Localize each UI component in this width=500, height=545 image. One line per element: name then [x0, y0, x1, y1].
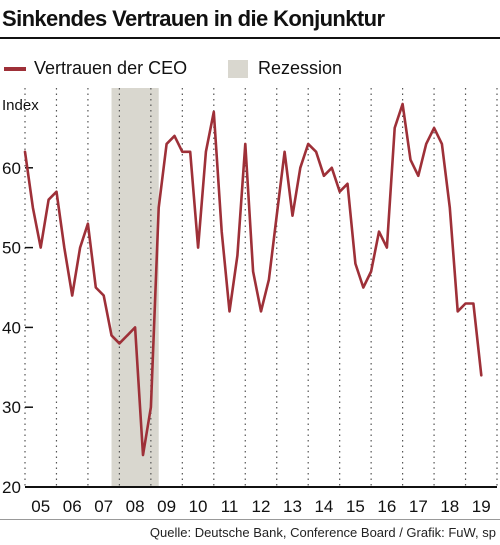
x-tick-label: 17	[409, 497, 428, 516]
series-line-ceo	[23, 102, 483, 457]
y-axis-label: Index	[2, 97, 39, 114]
x-tick-label: 16	[377, 497, 396, 516]
series-layer	[23, 102, 483, 457]
x-tick-label: 07	[94, 497, 113, 516]
y-tick-label: 60	[2, 159, 21, 178]
legend-item-recession: Rezession	[228, 58, 342, 79]
footer-rule	[0, 519, 500, 520]
x-tick-label: 09	[157, 497, 176, 516]
x-tick-label: 19	[472, 497, 491, 516]
legend-label-recession: Rezession	[258, 58, 343, 78]
y-tick-label: 20	[2, 478, 21, 497]
x-tick-label: 05	[31, 497, 50, 516]
x-tick-label: 14	[314, 497, 333, 516]
x-tick-label: 11	[221, 497, 239, 516]
x-tick-label: 06	[63, 497, 82, 516]
legend-label-ceo: Vertrauen der CEO	[34, 58, 188, 78]
legend: Vertrauen der CEO Rezession	[0, 58, 500, 82]
x-tick-label: 10	[189, 497, 208, 516]
x-tick-label: 08	[126, 497, 145, 516]
legend-line-swatch	[4, 66, 26, 71]
chart-title: Sinkendes Vertrauen in die Konjunktur	[2, 6, 385, 31]
recession-band	[111, 88, 159, 487]
x-tick-label: 12	[252, 497, 271, 516]
legend-box-swatch	[228, 59, 248, 78]
title-rule	[0, 37, 500, 39]
source-note: Quelle: Deutsche Bank, Conference Board …	[149, 525, 496, 540]
x-tick-label: 18	[440, 497, 459, 516]
x-tick-label: 13	[283, 497, 302, 516]
y-tick-label: 50	[2, 239, 21, 258]
axis-layer	[25, 167, 497, 488]
recession-layer	[111, 88, 159, 487]
x-tick-label: 15	[346, 497, 365, 516]
y-tick-label: 30	[2, 398, 21, 417]
legend-item-ceo: Vertrauen der CEO	[4, 58, 187, 79]
label-layer: 20 30 40 50 60 05 06 07 08 09 10 11 12 13 14 15 16 17 18 19…	[2, 97, 491, 516]
y-tick-label: 40	[2, 318, 21, 337]
